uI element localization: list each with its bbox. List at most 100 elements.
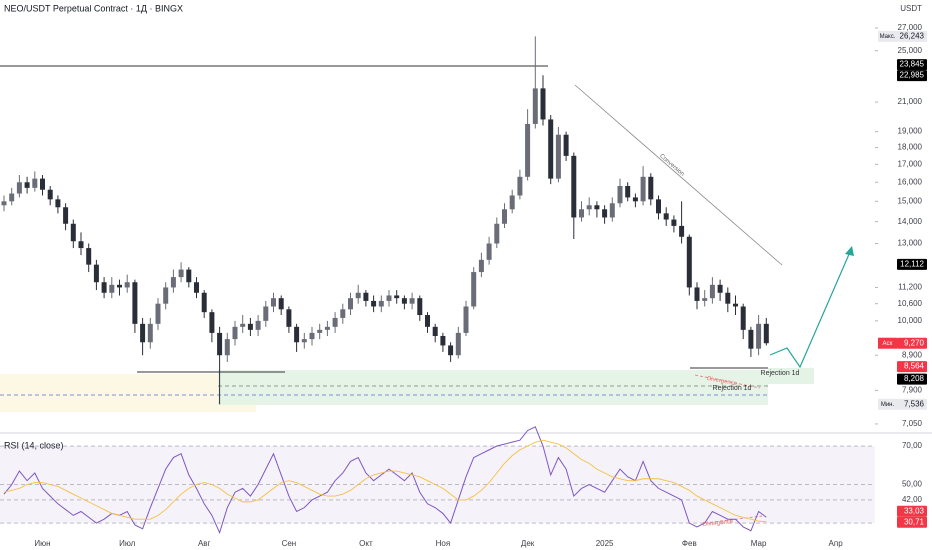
candle-body	[663, 213, 669, 220]
candle-body	[478, 259, 484, 273]
candle-body	[340, 309, 346, 318]
candle-body	[486, 243, 492, 260]
price-tag-box	[878, 398, 897, 410]
candle-body	[602, 209, 608, 218]
candle-body	[717, 284, 723, 293]
annotation: Rejection 1d	[713, 385, 752, 392]
price-label-box	[897, 59, 927, 71]
candle-body	[417, 298, 423, 316]
rsi-ma-line	[3, 439, 767, 523]
candle-body	[217, 332, 223, 356]
chart-title: NEO/USDT Perpetual Contract · 1Д · BINGX	[4, 3, 183, 13]
y-tick-label: 16,000	[898, 177, 923, 186]
price-label: 8,564	[904, 362, 925, 371]
y-tick-label: 25,000	[898, 46, 923, 55]
candle-body	[286, 309, 292, 327]
candle-body	[494, 223, 500, 244]
y-tick-label: 18,000	[898, 143, 923, 152]
y-tick-label: 14,000	[898, 217, 923, 226]
candle-body	[463, 306, 469, 333]
candle-body	[263, 306, 269, 321]
candle-body	[455, 332, 461, 356]
candle-body	[194, 282, 199, 293]
candle-body	[78, 241, 84, 249]
candle-body	[93, 264, 99, 283]
price-label: 8,208	[904, 374, 925, 383]
trend-line	[574, 84, 783, 266]
candle-body	[371, 300, 377, 307]
price-tag: Макс.	[880, 34, 896, 40]
price-label-box	[897, 30, 927, 42]
y-tick-label: 15,000	[898, 196, 923, 205]
candle-body	[124, 282, 130, 288]
candle-body	[679, 225, 685, 237]
currency: USDT	[900, 4, 922, 13]
candle-body	[301, 339, 307, 343]
candle-body	[656, 199, 661, 214]
price-label: 33,03	[904, 506, 925, 515]
y-tick-label: 10,600	[898, 299, 923, 308]
candle-body	[294, 326, 300, 343]
x-tick-label: Авг	[198, 539, 211, 548]
candle-body	[1, 201, 7, 206]
candle-body	[386, 295, 392, 301]
zone-yellow	[0, 374, 256, 412]
candle-body	[702, 298, 708, 301]
candle-body	[109, 284, 115, 293]
price-label: 23,845	[900, 60, 925, 69]
candle-body	[63, 207, 69, 224]
candle-body	[317, 329, 323, 333]
projection-arrow	[769, 251, 851, 369]
x-tick-label: Апр	[829, 539, 844, 548]
candle-body	[355, 292, 361, 299]
price-label-box	[897, 398, 927, 410]
candle-body	[86, 248, 92, 265]
candle-body	[671, 219, 677, 226]
divergence-line	[704, 515, 763, 524]
price-tag: Мин.	[881, 402, 895, 408]
arrow-head	[845, 246, 854, 256]
candle-body	[748, 329, 754, 349]
candle-body	[509, 195, 515, 210]
candle-body	[278, 298, 284, 310]
price-label: 22,985	[900, 71, 925, 80]
candle-body	[24, 182, 30, 188]
candle-body	[147, 323, 153, 343]
candle-body	[324, 326, 330, 330]
x-tick-label: Июн	[34, 539, 50, 548]
candle-body	[548, 119, 554, 179]
candle-body	[440, 335, 446, 346]
x-tick-label: Сен	[282, 539, 297, 548]
candle-body	[625, 185, 631, 198]
y-tick-label: 7,050	[902, 419, 923, 428]
candle-body	[709, 284, 715, 299]
candle-body	[47, 189, 53, 200]
y-tick-label: 10,000	[898, 316, 923, 325]
candle-body	[186, 269, 192, 283]
price-label-box	[897, 373, 927, 385]
candle-body	[740, 306, 746, 330]
price-label: 7,536	[904, 399, 925, 408]
candle-body	[648, 176, 654, 200]
candle-body	[232, 326, 238, 340]
price-label-box	[897, 505, 927, 517]
candle-body	[586, 205, 592, 210]
candle-body	[209, 312, 215, 333]
price-label: 9,270	[904, 338, 925, 347]
candle-body	[525, 123, 531, 177]
candle-body	[247, 323, 253, 330]
price-label-box	[897, 258, 927, 270]
x-tick-label: Дек	[521, 539, 535, 548]
candle-body	[686, 236, 692, 288]
rsi-tick-label: 50,00	[902, 480, 923, 489]
candle-body	[409, 298, 415, 304]
candle-body	[401, 298, 407, 304]
x-tick-label: Мар	[751, 539, 767, 548]
candle-body	[725, 292, 731, 304]
candle-body	[733, 303, 738, 307]
candle-body	[16, 182, 22, 194]
candle-body	[40, 178, 45, 190]
y-tick-label: 7,900	[902, 385, 923, 394]
candle-body	[163, 287, 169, 304]
candle-body	[363, 292, 369, 301]
